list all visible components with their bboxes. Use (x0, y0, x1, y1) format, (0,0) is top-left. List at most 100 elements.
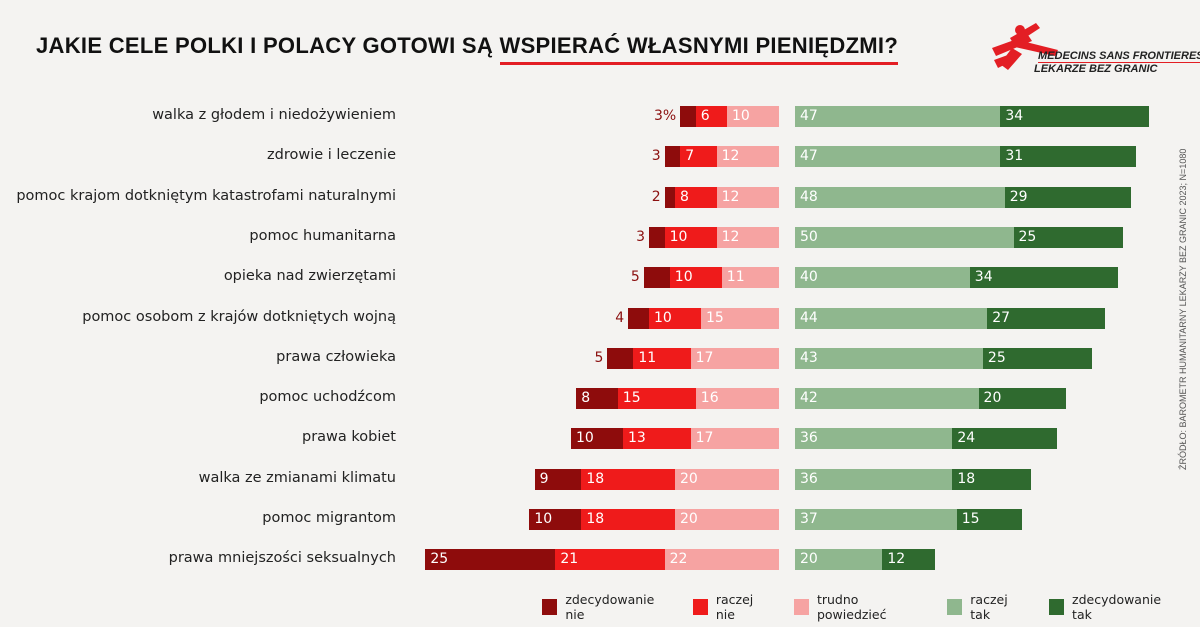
bar-zdecydowanie-tak (952, 428, 1058, 450)
bar-raczej-tak (795, 146, 1001, 168)
legend-swatch (793, 599, 809, 615)
data-label: 12 (887, 551, 906, 568)
data-label: 36 (800, 470, 818, 487)
data-label: 4 (615, 309, 625, 326)
data-label: 11 (638, 349, 657, 366)
data-label: 3 (651, 148, 661, 165)
bar-zdecydowanie-tak (882, 549, 935, 571)
bar-zdecydowanie-tak (982, 347, 1093, 369)
bar-zdecydowanie-tak (952, 468, 1031, 490)
bar-zdecydowanie-nie (534, 468, 582, 490)
data-label: 20 (680, 511, 698, 527)
data-label: 25 (987, 349, 1006, 366)
bar-zdecydowanie-nie (664, 186, 675, 208)
legend-label: zdecydowanie tak (1072, 592, 1162, 622)
bar-raczej-tak (795, 428, 953, 450)
logo-line1: MEDECINS SANS FRONTIERES (1038, 50, 1200, 63)
data-label: 10 (654, 309, 672, 326)
category-label: prawa kobiet (302, 429, 396, 446)
bar-raczej-tak (795, 307, 988, 329)
category-label: pomoc osobom z krajów dotkniętych wojną (82, 308, 396, 325)
bar-trudno-powiedzieć (727, 106, 779, 127)
data-label: 12 (721, 188, 740, 205)
title-highlight: WSPIERAĆ WŁASNYMI PIENIĘDZMI? (499, 33, 899, 65)
bar-raczej-tak (795, 226, 1014, 248)
legend-swatch (692, 599, 708, 615)
data-label: 5 (594, 349, 604, 366)
category-label: pomoc migrantom (262, 510, 396, 526)
bar-zdecydowanie-tak (1000, 146, 1136, 168)
bar-raczej-nie (617, 388, 696, 410)
source-note: ŹRÓDŁO: BAROMETR HUMANITARNY LEKARZY BEZ… (1178, 148, 1188, 470)
data-label: 29 (1009, 188, 1028, 205)
data-label: 3 (636, 228, 645, 245)
data-label: 17 (695, 349, 714, 366)
bar-raczej-tak (795, 468, 953, 490)
bar-trudno-powiedzieć (716, 226, 779, 248)
bar-zdecydowanie-tak (1013, 226, 1123, 248)
bar-raczej-nie (669, 267, 722, 289)
data-label: 20 (983, 390, 1002, 407)
data-label: 8 (581, 390, 591, 407)
data-label: 15 (622, 390, 641, 407)
legend-swatch (947, 599, 963, 615)
legend-label: raczej nie (715, 592, 754, 622)
data-label: 47 (800, 108, 818, 124)
data-label: 18 (957, 470, 976, 487)
data-label: 37 (800, 511, 818, 527)
data-label: 42 (800, 390, 818, 407)
bar-trudno-powiedzieć (675, 468, 779, 490)
bar-raczej-nie (555, 549, 665, 571)
bar-zdecydowanie-tak (978, 388, 1066, 410)
category-label: walka z głodem i niedożywieniem (152, 107, 396, 123)
running-man-icon (992, 23, 1058, 70)
msf-logo (992, 23, 1058, 70)
bar-raczej-nie (695, 106, 727, 127)
data-label: 16 (700, 390, 719, 407)
bar-zdecydowanie-nie (680, 106, 696, 127)
bar-zdecydowanie-tak (969, 267, 1119, 289)
bar-zdecydowanie-nie (649, 226, 665, 248)
legend-swatch (1048, 599, 1065, 615)
bar-zdecydowanie-tak (987, 307, 1106, 329)
bar-trudno-powiedzieć (675, 509, 779, 530)
title-part1: JAKIE CELE POLKI I POLACY GOTOWI SĄ (36, 33, 500, 58)
bar-zdecydowanie-nie (607, 347, 634, 369)
bar-raczej-nie (581, 509, 675, 530)
data-label: 15 (961, 511, 980, 527)
bar-raczej-tak (795, 509, 957, 530)
bar-zdecydowanie-nie (576, 388, 618, 410)
legend-item: raczej tak (947, 592, 1029, 622)
data-label: 10 (534, 511, 553, 527)
data-label: 11 (726, 269, 745, 286)
category-label: pomoc humanitarna (249, 227, 396, 244)
data-label: 10 (732, 108, 750, 124)
bar-raczej-nie (623, 428, 691, 450)
bar-raczej-tak (795, 106, 1001, 127)
bar-raczej-nie (581, 468, 675, 490)
data-label: 5 (630, 269, 640, 286)
bar-raczej-tak (795, 267, 970, 289)
logo-line2: LEKARZE BEZ GRANIC (1034, 63, 1158, 75)
data-label: 50 (800, 228, 818, 245)
category-label: walka ze zmianami klimatu (198, 469, 396, 486)
data-label: 44 (800, 309, 818, 326)
data-label: 34 (1005, 108, 1024, 124)
bar-zdecydowanie-tak (1000, 106, 1149, 127)
data-label: 31 (1005, 148, 1024, 165)
data-label: 20 (800, 551, 818, 568)
bar-raczej-nie (675, 186, 717, 208)
data-label: 21 (560, 551, 579, 568)
bar-zdecydowanie-nie (664, 146, 681, 168)
bar-trudno-powiedzieć (664, 549, 779, 571)
category-label: prawa mniejszości seksualnych (168, 550, 396, 567)
data-label: 8 (680, 188, 689, 205)
data-label: 17 (695, 430, 714, 447)
bar-raczej-tak (795, 549, 883, 571)
bar-zdecydowanie-nie (571, 428, 623, 450)
bar-trudno-powiedzieć (721, 267, 779, 289)
legend-label: trudno powiedzieć (816, 592, 887, 622)
bar-zdecydowanie-tak (1004, 186, 1132, 208)
legend: zdecydowanie nie raczej nie trudno powiedz… (542, 592, 1200, 622)
data-label: 7 (685, 148, 695, 165)
